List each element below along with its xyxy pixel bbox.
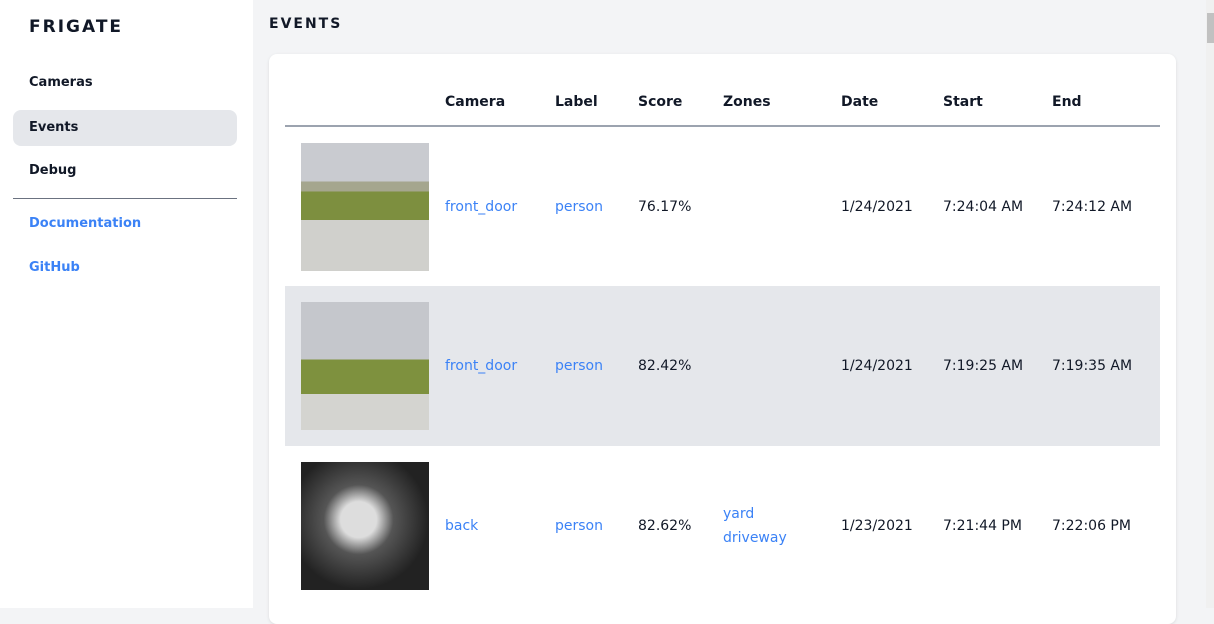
table-row[interactable]: back person 82.62% yard driveway 1/23/20… [285,446,1160,606]
zones: yard driveway [723,446,841,606]
page-title: EVENTS [269,16,343,32]
scrollbar-thumb[interactable] [1207,13,1214,43]
label-link[interactable]: person [555,198,603,215]
date: 1/24/2021 [841,286,943,446]
zone-link-driveway[interactable]: driveway [723,530,787,546]
table-row[interactable]: front_door person 82.42% 1/24/2021 7:19:… [285,286,1160,446]
sidebar-item-cameras[interactable]: Cameras [29,75,93,90]
event-thumbnail[interactable] [301,142,429,271]
header-zones: Zones [723,78,841,127]
label-link[interactable]: person [555,358,603,374]
header-label: Label [555,78,638,127]
table-header: Camera Label Score Zones Date Start End [285,78,1160,127]
end-time: 7:22:06 PM [1052,518,1131,534]
sidebar-item-debug[interactable]: Debug [29,163,77,178]
start-time: 7:24:04 AM [943,198,1024,215]
documentation-link[interactable]: Documentation [29,216,142,231]
date: 1/23/2021 [841,518,913,534]
score: 76.17% [638,198,692,215]
camera-link[interactable]: back [445,518,479,534]
app-logo: FRIGATE [29,17,124,37]
header-score: Score [638,78,723,127]
zones [723,286,841,446]
sidebar: FRIGATE Cameras Events Debug Documentati… [0,0,253,608]
events-card: Camera Label Score Zones Date Start End … [269,54,1176,624]
event-thumbnail[interactable] [301,302,429,430]
camera-link[interactable]: front_door [445,358,518,374]
header-end: End [1052,78,1160,127]
header-camera: Camera [445,78,555,127]
table-row[interactable]: front_door person 76.17% 1/24/2021 7:24:… [285,126,1160,286]
camera-link[interactable]: front_door [445,198,518,215]
score: 82.42% [638,286,723,446]
event-thumbnail[interactable] [301,462,429,590]
start-time: 7:19:25 AM [943,286,1052,446]
end-time: 7:19:35 AM [1052,286,1160,446]
header-thumbnail [285,78,445,127]
scrollbar[interactable] [1206,0,1214,608]
score: 82.62% [638,518,692,534]
start-time: 7:21:44 PM [943,518,1022,534]
header-start: Start [943,78,1052,127]
sidebar-item-events[interactable]: Events [13,110,237,146]
events-table: Camera Label Score Zones Date Start End … [285,78,1160,606]
sidebar-divider [13,198,237,199]
label-link[interactable]: person [555,518,603,534]
header-date: Date [841,78,943,127]
end-time: 7:24:12 AM [1052,198,1133,215]
zones [723,126,841,286]
github-link[interactable]: GitHub [29,260,80,275]
zone-link-yard[interactable]: yard [723,506,755,522]
date: 1/24/2021 [841,198,913,215]
